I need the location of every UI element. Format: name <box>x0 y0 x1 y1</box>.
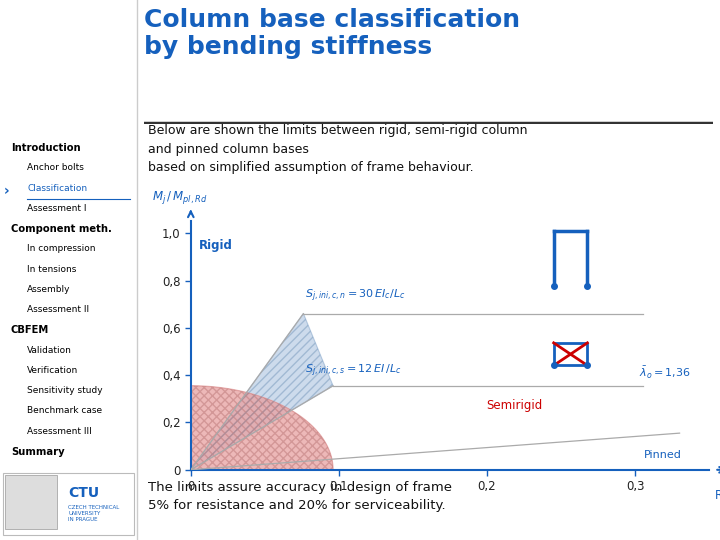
FancyBboxPatch shape <box>3 472 134 535</box>
Text: Introduction: Introduction <box>11 143 81 153</box>
Text: CZECH TECHNICAL
UNIVERSITY
IN PRAGUE: CZECH TECHNICAL UNIVERSITY IN PRAGUE <box>68 505 120 522</box>
Text: Rotation, $\phi$: Rotation, $\phi$ <box>714 487 720 504</box>
Text: Assessment II: Assessment II <box>27 305 89 314</box>
Text: $S_{j,ini,c,s} = 12\,E I\, / L_c$: $S_{j,ini,c,s} = 12\,E I\, / L_c$ <box>305 362 402 379</box>
Text: Anchor bolts: Anchor bolts <box>27 163 84 172</box>
Bar <box>6 475 58 529</box>
Text: ›: › <box>4 184 10 198</box>
Text: $\bar{\lambda}_o = 1{,}36$: $\bar{\lambda}_o = 1{,}36$ <box>639 365 691 381</box>
Text: Column base classification
by bending stiffness: Column base classification by bending st… <box>144 8 520 59</box>
Text: Sensitivity study: Sensitivity study <box>27 386 103 395</box>
Text: In tensions: In tensions <box>27 265 77 274</box>
Text: Pinned: Pinned <box>644 450 682 460</box>
Text: Summary: Summary <box>11 447 65 457</box>
Text: Classification: Classification <box>27 184 88 193</box>
Text: Semirigid: Semirigid <box>486 399 543 411</box>
Text: $S_{j,ini,c,n} = 30\,E I_c / L_c$: $S_{j,ini,c,n} = 30\,E I_c / L_c$ <box>305 288 405 304</box>
Text: CTU: CTU <box>68 486 99 500</box>
Text: Rigid: Rigid <box>199 239 233 252</box>
Text: In compression: In compression <box>27 244 96 253</box>
Text: Component meth.: Component meth. <box>11 224 112 234</box>
Text: Assembly: Assembly <box>27 285 71 294</box>
Text: Verification: Verification <box>27 366 78 375</box>
Polygon shape <box>191 386 333 470</box>
Text: Below are shown the limits between rigid, semi-rigid column
and pinned column ba: Below are shown the limits between rigid… <box>148 124 527 174</box>
Text: Benchmark case: Benchmark case <box>27 406 102 415</box>
Text: Validation: Validation <box>27 346 72 355</box>
Text: Assessment I: Assessment I <box>27 204 87 213</box>
Polygon shape <box>191 314 333 470</box>
Text: The limits assure accuracy in design of frame
5% for resistance and 20% for serv: The limits assure accuracy in design of … <box>148 481 451 511</box>
Text: Assessment III: Assessment III <box>27 427 92 436</box>
Text: $M_j\,/\,M_{pl,Rd}$: $M_j\,/\,M_{pl,Rd}$ <box>152 190 207 206</box>
Text: CBFEM: CBFEM <box>11 325 49 335</box>
